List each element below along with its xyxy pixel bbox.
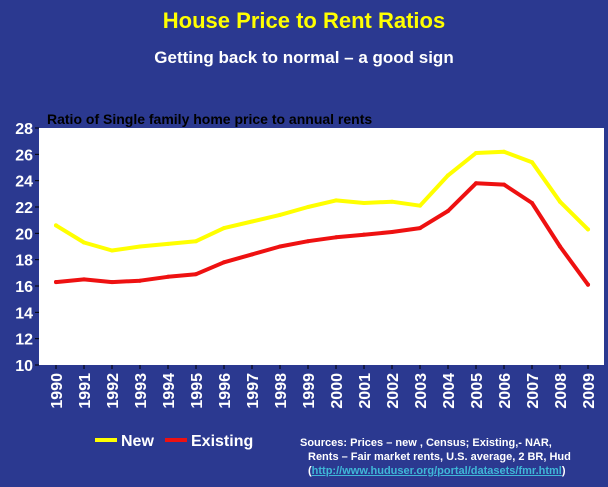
data-point-new (250, 219, 254, 224)
data-point-existing (138, 278, 142, 283)
data-point-existing (362, 232, 366, 237)
x-tick-label: 1995 (189, 373, 206, 409)
source-link[interactable]: http://www.huduser.org/portal/datasets/f… (311, 465, 562, 477)
page-subtitle: Getting back to normal – a good sign (154, 48, 454, 67)
data-point-existing (586, 282, 590, 287)
sources-line-2: Rents – Fair market rents, U.S. average,… (308, 451, 571, 463)
legend-label-existing: Existing (191, 433, 253, 450)
sources-note: Sources: Prices – new , Census; Existing… (300, 436, 605, 478)
x-tick-label: 2002 (385, 373, 402, 409)
series-line-existing (54, 181, 590, 287)
data-point-new (418, 203, 422, 208)
y-tick-label: 10 (15, 358, 33, 375)
y-tick-label: 20 (15, 226, 33, 243)
y-tick-label: 24 (15, 174, 33, 191)
x-tick-label: 2008 (553, 373, 570, 409)
data-point-new (278, 212, 282, 217)
x-tick-label: 2000 (329, 373, 346, 409)
data-point-existing (250, 252, 254, 257)
y-tick-label: 12 (15, 332, 33, 349)
data-point-existing (306, 239, 310, 244)
sources-line-1: Sources: Prices – new , Census; Existing… (300, 437, 552, 449)
x-tick-label: 1998 (273, 373, 290, 409)
data-point-existing (474, 181, 478, 186)
data-point-existing (82, 277, 86, 282)
sources-line-3: (http://www.huduser.org/portal/datasets/… (300, 464, 605, 478)
data-point-new (446, 173, 450, 178)
x-tick-label: 2006 (497, 373, 514, 409)
x-tick-label: 2007 (525, 373, 542, 409)
x-tick-label: 1992 (105, 373, 122, 409)
x-tick-label: 2001 (357, 373, 374, 409)
x-tick-label: 2003 (413, 373, 430, 409)
y-tick-label: 16 (15, 279, 33, 296)
data-point-new (110, 248, 114, 253)
legend: New Existing (95, 433, 253, 450)
paren-open: ( (308, 465, 312, 477)
data-point-existing (418, 226, 422, 231)
page-title: House Price to Rent Ratios (162, 8, 446, 33)
y-tick-label: 26 (15, 147, 33, 164)
x-tick-label: 1993 (133, 373, 150, 409)
data-point-new (362, 201, 366, 206)
data-point-existing (558, 244, 562, 249)
y-tick-label: 28 (15, 121, 33, 138)
x-tick-label: 1991 (77, 373, 94, 409)
x-tick-label: 1999 (301, 373, 318, 409)
x-axis: 1990 1991 1992 1993 1994 1995 1996 1997 1998 1999… (49, 365, 598, 409)
y-axis: 10 12 14 16 18 20 22 24 26 28 (15, 121, 39, 375)
data-point-existing (278, 244, 282, 249)
x-tick-label: 1994 (161, 373, 178, 409)
data-point-new (54, 223, 58, 228)
x-tick-label: 1996 (217, 373, 234, 409)
plot-area (39, 128, 604, 365)
x-tick-label: 2005 (469, 373, 486, 409)
data-point-new (474, 151, 478, 156)
y-tick-label: 14 (15, 305, 33, 322)
data-point-new (222, 226, 226, 231)
legend-label-new: New (121, 433, 154, 450)
paren-close: ) (561, 465, 566, 477)
data-point-new (166, 241, 170, 246)
data-point-existing (334, 235, 338, 240)
x-tick-label: 1997 (245, 373, 262, 409)
data-point-existing (390, 230, 394, 235)
data-point-new (194, 239, 198, 244)
data-point-new (306, 205, 310, 209)
y-tick-label: 18 (15, 253, 33, 270)
data-point-new (82, 240, 86, 245)
data-point-new (530, 160, 534, 165)
y-tick-label: 22 (15, 200, 33, 217)
data-point-new (334, 198, 338, 203)
data-point-existing (166, 274, 170, 279)
data-point-new (586, 227, 590, 232)
data-point-existing (502, 182, 506, 187)
x-tick-label: 2004 (441, 373, 458, 409)
data-point-new (502, 149, 506, 154)
data-point-new (558, 199, 562, 204)
data-point-existing (222, 260, 226, 265)
data-point-existing (446, 208, 450, 213)
data-point-existing (54, 280, 58, 285)
data-point-new (138, 244, 142, 249)
data-point-new (390, 199, 394, 204)
series-lines (54, 149, 590, 287)
x-tick-label: 1990 (49, 373, 66, 409)
series-line-new (54, 149, 590, 253)
x-tick-label: 2009 (581, 373, 598, 409)
chart-title: Ratio of Single family home price to ann… (47, 111, 372, 127)
data-point-existing (110, 280, 114, 285)
data-point-existing (530, 201, 534, 206)
data-point-existing (194, 272, 198, 277)
